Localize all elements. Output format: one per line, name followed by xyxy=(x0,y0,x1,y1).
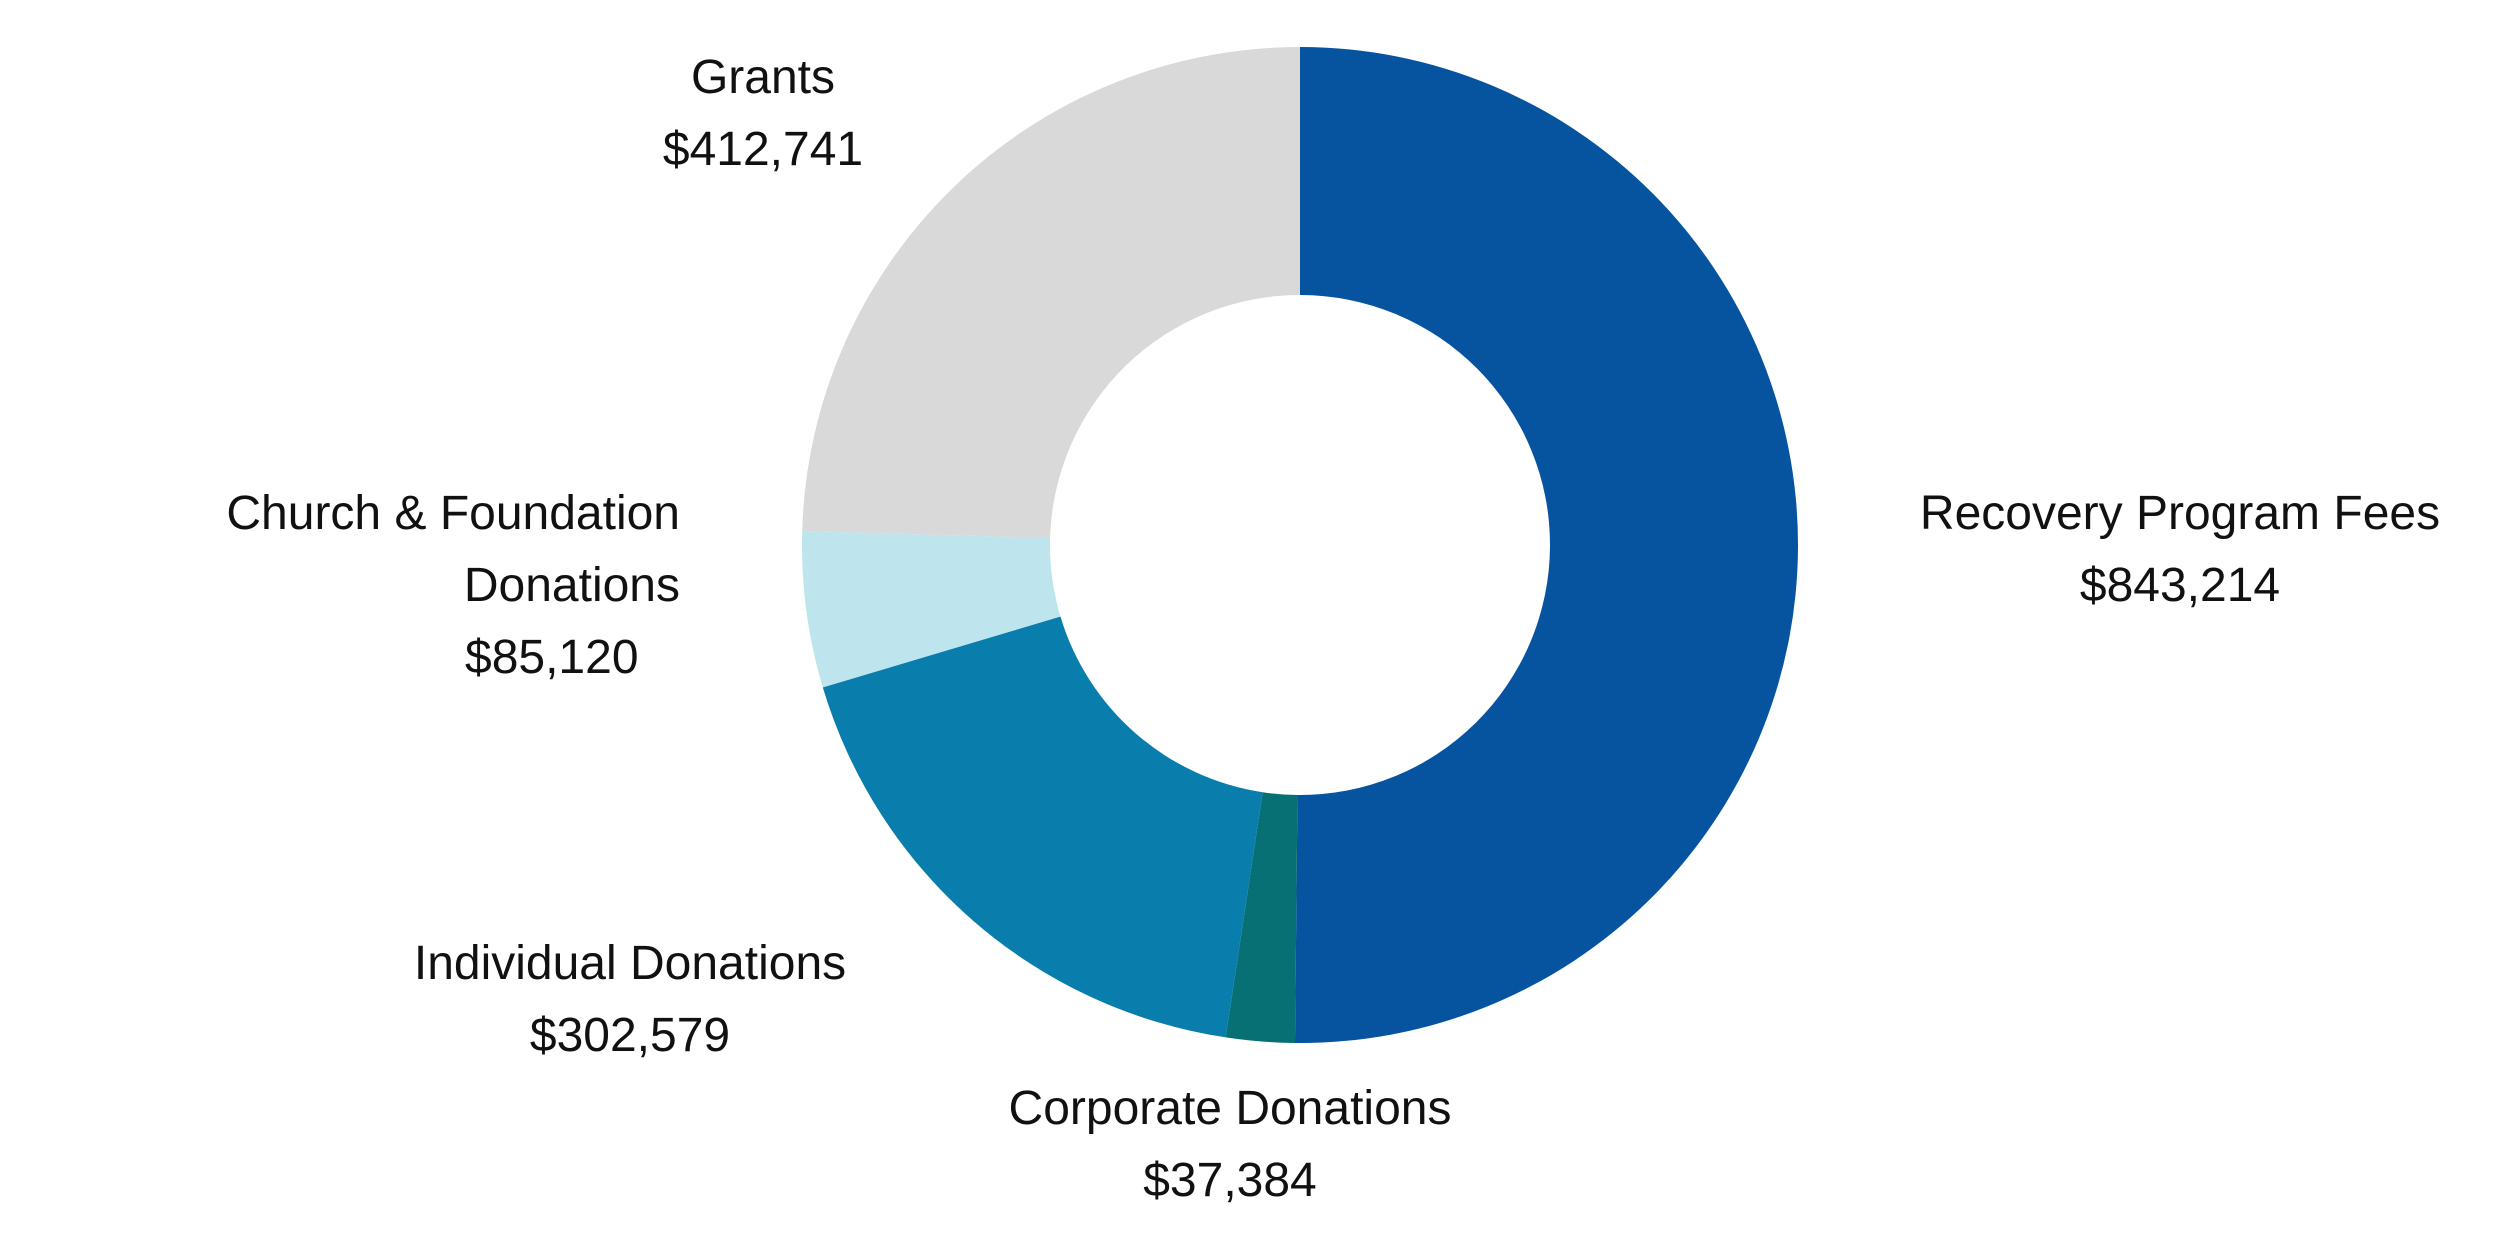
slice-label-church-foundation-donations: Church & Foundation Donations $85,120 xyxy=(100,478,680,694)
slice-label-text: Recovery Program Fees xyxy=(1919,487,2441,540)
slice-label-text: Individual Donations xyxy=(413,937,847,990)
slice-label-text: Corporate Donations xyxy=(1008,1082,1452,1135)
slice-value-text: $37,384 xyxy=(1143,1154,1317,1207)
slice-value-text: $843,214 xyxy=(2079,559,2281,612)
slice-label-grants: Grants $412,741 xyxy=(563,42,963,186)
donut-slice-corporate-donations xyxy=(1225,792,1298,1043)
donut-slice-grants xyxy=(802,47,1300,538)
slice-label-recovery-program-fees: Recovery Program Fees $843,214 xyxy=(1890,478,2470,622)
slice-label-text-line-2: Donations xyxy=(463,559,680,612)
donut-slice-individual-donations xyxy=(822,616,1263,1038)
slice-label-individual-donations: Individual Donations $302,579 xyxy=(330,928,930,1072)
slice-label-text: Grants xyxy=(690,51,836,104)
slice-value-text: $412,741 xyxy=(662,123,864,176)
slice-label-corporate-donations: Corporate Donations $37,384 xyxy=(930,1073,1530,1217)
donut-slice-church-foundation-donations xyxy=(802,531,1061,688)
donut-slice-recovery-program-fees xyxy=(1294,46,1799,1043)
slice-value-text: $85,120 xyxy=(465,631,639,684)
slice-label-text-line-1: Church & Foundation xyxy=(226,487,680,540)
slice-value-text: $302,579 xyxy=(529,1009,731,1062)
